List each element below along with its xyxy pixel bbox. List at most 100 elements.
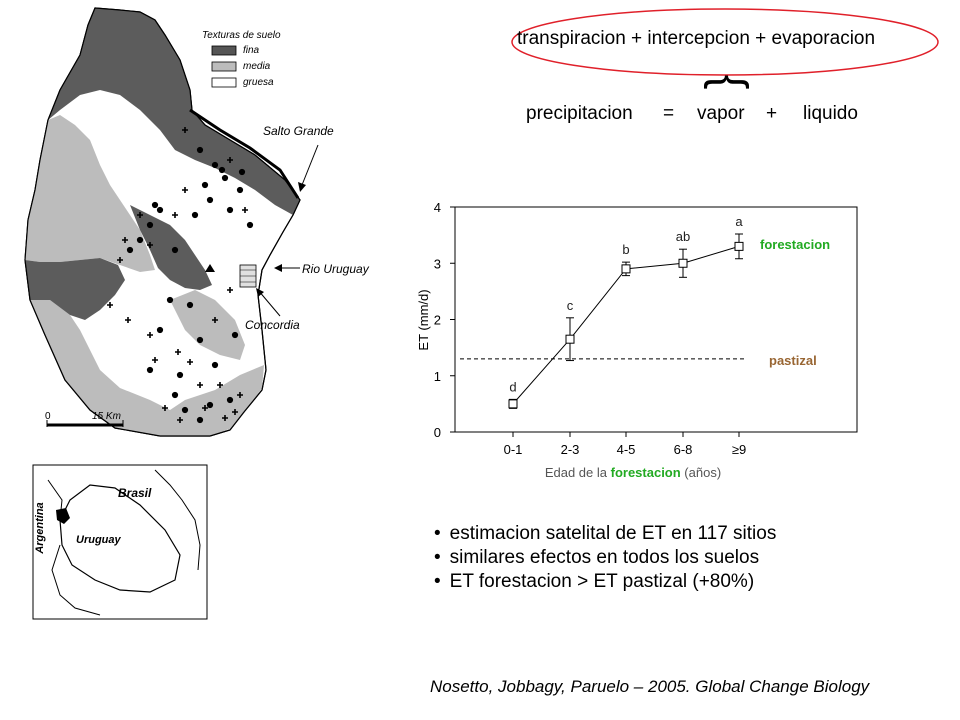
site-dot xyxy=(171,246,179,254)
x-tick-label: 2-3 xyxy=(561,442,580,457)
finding-item: estimacion satelital de ET en 117 sitios xyxy=(434,522,777,546)
et-chart: 0 1 2 3 4 0-1 2-3 4-5 6-8 ≥9 ET (mm/d) Edad de la f… xyxy=(416,200,858,480)
x-tick-label: 0-1 xyxy=(504,442,523,457)
legend-swatch-media xyxy=(211,61,237,72)
y-tick-label: 4 xyxy=(434,200,441,215)
site-plus xyxy=(117,257,123,263)
site-plus xyxy=(162,405,168,411)
y-tick-label: 1 xyxy=(434,369,441,384)
data-point xyxy=(678,258,688,268)
site-dot xyxy=(191,211,199,219)
site-plus xyxy=(242,207,248,213)
legend-title: Texturas de suelo xyxy=(202,30,281,41)
site-dot xyxy=(156,326,164,334)
map-region-fina xyxy=(25,258,125,320)
findings-list: estimacion satelital de ET en 117 sitios… xyxy=(434,522,777,594)
equation-term-vapor: vapor xyxy=(697,103,745,124)
map-region-media xyxy=(25,115,155,272)
concordia-pointer xyxy=(257,289,281,317)
site-plus xyxy=(237,392,243,398)
site-dot xyxy=(226,396,234,404)
pastizal-label: pastizal xyxy=(769,353,817,368)
site-plus xyxy=(175,349,181,355)
site-plus xyxy=(227,287,233,293)
site-plus xyxy=(197,382,203,388)
site-dot xyxy=(136,236,144,244)
data-point xyxy=(621,264,631,274)
scale-value: 15 Km xyxy=(92,411,121,422)
significance-letter: ab xyxy=(676,229,690,244)
significance-letter: b xyxy=(622,242,629,257)
site-dot xyxy=(146,366,154,374)
x-tick-label: 6-8 xyxy=(674,442,693,457)
map-region-media xyxy=(30,300,264,436)
site-dot xyxy=(196,146,204,154)
oval-decoration xyxy=(511,8,939,76)
site-dot xyxy=(226,206,234,214)
legend-label-media: media xyxy=(243,61,271,72)
site-plus xyxy=(217,382,223,388)
river-uruguay-channel xyxy=(189,108,300,199)
inset-label-argentina: Argentina xyxy=(34,502,46,554)
site-dot xyxy=(166,296,174,304)
site-dot xyxy=(126,246,134,254)
site-plus xyxy=(212,317,218,323)
label-rio-uruguay: Rio Uruguay xyxy=(302,262,369,276)
data-point xyxy=(565,334,575,344)
map-region-fina xyxy=(48,8,300,215)
inset-coast-line xyxy=(154,469,201,571)
site-dot xyxy=(196,416,204,424)
equation-equals: = xyxy=(663,103,675,124)
label-salto-grande: Salto Grande xyxy=(263,124,334,138)
site-dot xyxy=(211,161,219,169)
significance-letter: c xyxy=(567,298,574,313)
data-point xyxy=(508,399,518,409)
site-plus xyxy=(227,157,233,163)
site-dot xyxy=(201,181,209,189)
site-plus xyxy=(177,417,183,423)
site-dot xyxy=(156,206,164,214)
equation-term-liquido: liquido xyxy=(803,103,858,124)
oval-text: transpiracion + intercepcion + evaporaci… xyxy=(517,28,876,49)
site-plus xyxy=(122,237,128,243)
legend-label-gruesa: gruesa xyxy=(243,77,274,88)
salto-grande-pointer xyxy=(299,144,319,191)
site-dot xyxy=(176,371,184,379)
x-axis-label-part: Edad de la xyxy=(545,465,611,480)
site-plus xyxy=(182,187,188,193)
site-plus xyxy=(137,212,143,218)
y-axis-label: ET (mm/d) xyxy=(416,289,431,350)
site-plus xyxy=(125,317,131,323)
equation-plus: + xyxy=(766,103,778,124)
site-dot xyxy=(231,331,239,339)
site-dot xyxy=(246,221,254,229)
significance-letter: d xyxy=(509,379,516,394)
site-plus xyxy=(202,405,208,411)
site-plus xyxy=(107,302,113,308)
x-axis-label-part: forestacion xyxy=(611,465,681,480)
inset-study-area xyxy=(56,508,70,524)
site-dot xyxy=(218,166,226,174)
inset-label-brasil: Brasil xyxy=(118,486,152,500)
sample-sites xyxy=(107,127,254,424)
site-plus xyxy=(147,242,153,248)
x-tick-label: ≥9 xyxy=(732,442,746,457)
data-point xyxy=(734,241,744,251)
site-plus xyxy=(232,409,238,415)
x-axis-label: Edad de la forestacion (años) xyxy=(545,465,721,480)
site-dot xyxy=(236,186,244,194)
equation-term-precipitacion: precipitacion xyxy=(526,103,633,124)
citation: Nosetto, Jobbagy, Paruelo – 2005. Global… xyxy=(430,677,870,696)
inset-label-uruguay: Uruguay xyxy=(76,534,121,546)
x-tick-label: 4-5 xyxy=(617,442,636,457)
legend-swatch-gruesa xyxy=(211,77,237,88)
significance-letter: a xyxy=(735,214,743,229)
site-dot xyxy=(211,361,219,369)
site-dot xyxy=(221,174,229,182)
site-dot xyxy=(206,401,214,409)
site-dot xyxy=(146,221,154,229)
y-tick-label: 3 xyxy=(434,256,441,271)
site-dot xyxy=(238,168,246,176)
scale-zero: 0 xyxy=(45,411,51,422)
site-plus xyxy=(147,332,153,338)
